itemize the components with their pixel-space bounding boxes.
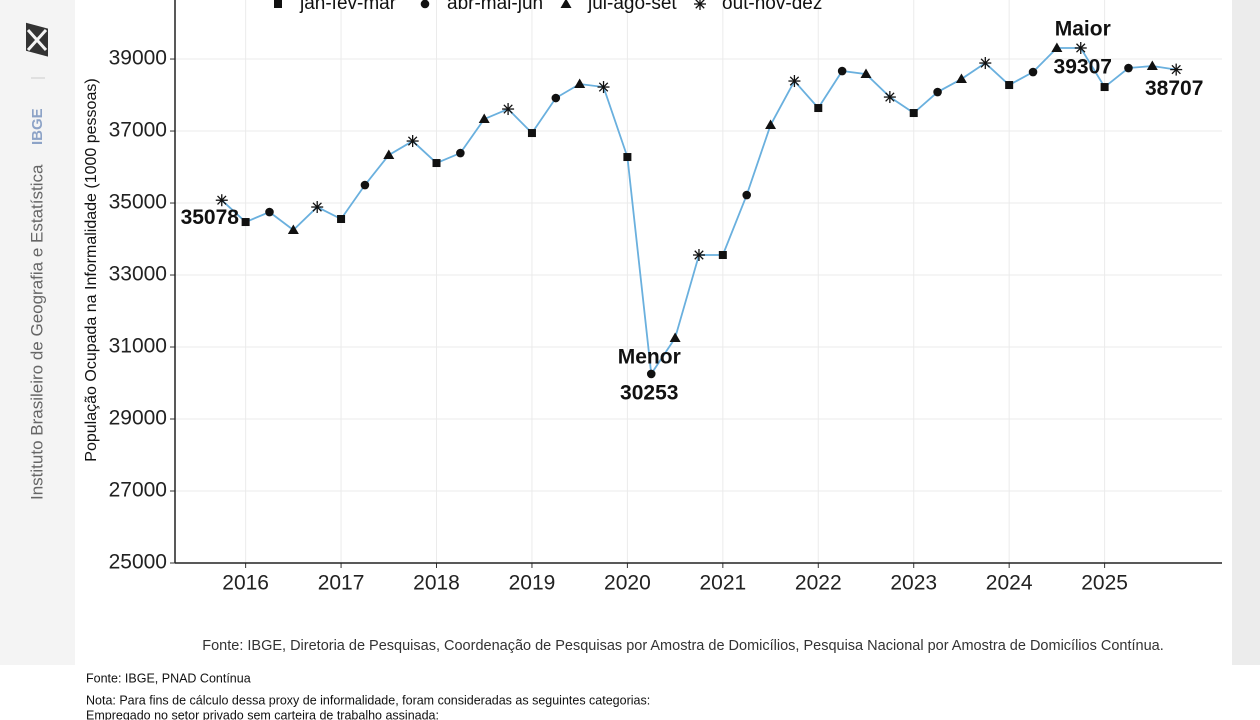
x-tick-label: 2020: [604, 572, 651, 595]
marker: [456, 148, 465, 158]
y-tick-label: 25000: [109, 551, 167, 574]
value-label: Menor: [618, 345, 681, 368]
legend-marker: [560, 0, 572, 8]
marker: [933, 87, 942, 97]
note: Nota: Para fins de cálculo dessa proxy d…: [86, 693, 650, 707]
marker: [1170, 63, 1183, 76]
marker: [597, 81, 610, 94]
marker: [1005, 81, 1014, 90]
legend-label: out-nov-dez: [722, 0, 822, 14]
marker-stroke: [885, 92, 895, 102]
side-title: Instituto Brasileiro de Geografia e Esta…: [27, 164, 46, 500]
y-tick-label: 27000: [109, 479, 167, 502]
marker: [502, 103, 515, 116]
marker: [360, 180, 370, 190]
x-tick-label: 2016: [222, 572, 269, 595]
side-brand: IBGE: [29, 108, 46, 145]
x-tick-label: 2023: [890, 572, 937, 595]
x-tick-label: 2017: [318, 572, 365, 595]
y-tick-label: 39000: [109, 47, 167, 70]
marker: [215, 194, 228, 207]
marker: [814, 104, 823, 113]
marker: [646, 369, 656, 379]
marker: [765, 119, 777, 130]
marker: [1100, 83, 1109, 92]
marker-stroke: [503, 104, 513, 114]
source: Fonte: IBGE, Diretoria de Pesquisas, Coo…: [202, 638, 1164, 654]
x-tick-label: 2018: [413, 572, 460, 595]
value-label: Maior: [1055, 18, 1111, 41]
marker: [1146, 60, 1158, 71]
value-label: 38707: [1145, 77, 1203, 100]
note: Empregado no setor privado sem carteira …: [86, 708, 439, 720]
marker-stroke: [312, 202, 322, 212]
marker: [718, 251, 727, 260]
y-tick-label: 37000: [109, 119, 167, 142]
chart-panel: [75, 0, 1232, 665]
marker: [788, 75, 801, 88]
marker: [287, 224, 299, 235]
marker: [955, 73, 967, 84]
legend-label: jan-fev-mar: [299, 0, 397, 14]
x-tick-label: 2024: [986, 572, 1033, 595]
note: Fonte: IBGE, PNAD Contínua: [86, 671, 251, 685]
marker: [742, 190, 751, 200]
marker: [860, 68, 872, 79]
marker: [337, 215, 346, 224]
marker: [1051, 42, 1063, 53]
marker-stroke: [1076, 43, 1086, 53]
marker: [383, 149, 395, 160]
marker: [574, 78, 586, 89]
x-tick-label: 2022: [795, 572, 842, 595]
notes-panel: [0, 665, 1260, 720]
marker: [669, 332, 681, 343]
marker-stroke: [598, 82, 609, 92]
marker: [623, 153, 632, 162]
x-tick-label: 2025: [1081, 572, 1128, 595]
marker: [551, 93, 561, 103]
legend-marker: [694, 0, 706, 10]
value-label: 30253: [620, 381, 678, 404]
marker: [692, 249, 705, 262]
marker-stroke: [1171, 64, 1181, 75]
value-label: 39307: [1054, 56, 1112, 79]
marker: [527, 129, 536, 138]
marker-stroke: [694, 250, 704, 260]
marker: [883, 91, 896, 104]
marker-stroke: [407, 136, 418, 146]
legend-label: abr-mai-jun: [447, 0, 543, 14]
marker: [478, 113, 490, 124]
marker: [432, 159, 441, 168]
value-label: 35078: [181, 206, 240, 229]
marker: [265, 207, 274, 217]
y-tick-label: 31000: [109, 335, 167, 358]
marker: [1074, 41, 1087, 54]
y-tick-label: 33000: [109, 263, 167, 286]
marker-stroke: [217, 195, 227, 205]
x-tick-label: 2019: [509, 572, 556, 595]
marker: [241, 218, 250, 227]
marker-stroke: [789, 76, 800, 86]
x-tick-label: 2021: [699, 572, 746, 595]
logo: [26, 22, 48, 57]
side-panel: [0, 0, 75, 665]
marker: [311, 201, 324, 214]
marker-stroke: [980, 58, 991, 68]
y-tick-label: 29000: [109, 407, 167, 430]
marker: [1028, 67, 1038, 77]
y-tick-label: 35000: [109, 191, 167, 214]
marker: [979, 57, 992, 70]
legend-label: jul-ago-set: [587, 0, 677, 14]
legend-marker: [274, 0, 282, 8]
marker: [837, 66, 847, 76]
marker: [406, 135, 419, 148]
marker-stroke: [695, 0, 705, 9]
legend-marker: [420, 0, 430, 9]
marker: [909, 109, 918, 118]
y-axis-label: População Ocupada na Informalidade (1000…: [83, 78, 100, 461]
marker: [1124, 63, 1133, 73]
